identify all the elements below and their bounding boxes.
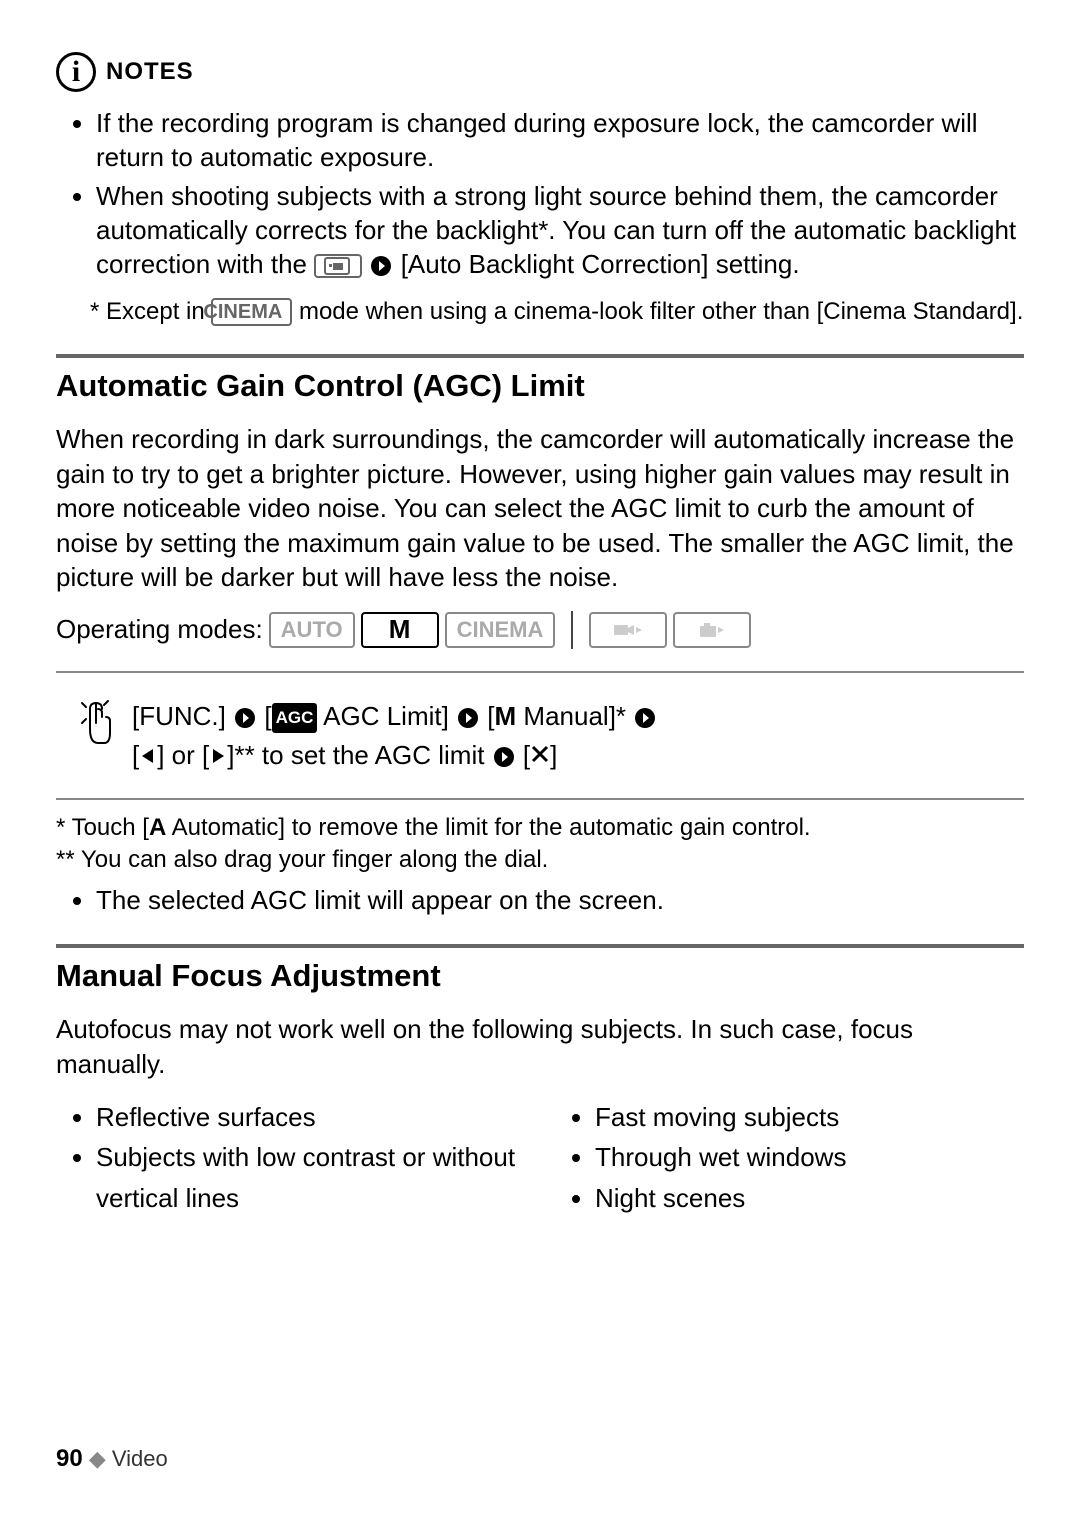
star-note-1: * Touch [A Automatic] to remove the limi…: [56, 812, 1024, 843]
focus-col2-item-0: Fast moving subjects: [595, 1097, 1024, 1137]
proc-or: ] or [: [157, 740, 209, 770]
focus-col2: Fast moving subjects Through wet windows…: [555, 1097, 1024, 1218]
proc-func: [FUNC.]: [132, 701, 226, 731]
arrow-right-icon: [492, 745, 516, 769]
operating-modes-row: Operating modes: AUTO M CINEMA: [56, 611, 1024, 649]
info-glyph: i: [72, 55, 80, 89]
proc-manual: Manual]*: [516, 701, 626, 731]
notes-list: If the recording program is changed duri…: [56, 106, 1024, 282]
procedure-content: [FUNC.] [AGC AGC Limit] [M Manual]* [] o…: [132, 697, 1004, 777]
section-divider-focus: [56, 944, 1024, 948]
agc-section-title: Automatic Gain Control (AGC) Limit: [56, 368, 1024, 404]
notes-footnote: * Except in CINEMA mode when using a cin…: [56, 296, 1024, 328]
touch-icon: [76, 697, 116, 777]
mode-auto: AUTO: [269, 612, 355, 648]
star-note-2: ** You can also drag your finger along t…: [56, 844, 1024, 875]
agc-procedure: [FUNC.] [AGC AGC Limit] [M Manual]* [] o…: [56, 671, 1024, 801]
focus-col2-item-1: Through wet windows: [595, 1137, 1024, 1177]
notes-header: i NOTES: [56, 52, 1024, 92]
focus-col1-item-0: Reflective surfaces: [96, 1097, 525, 1137]
mode-photo-play-icon: [673, 612, 751, 648]
focus-section-title: Manual Focus Adjustment: [56, 958, 1024, 994]
camera-settings-icon: [314, 254, 362, 278]
notes-label: NOTES: [106, 58, 194, 86]
star1-post: Automatic] to remove the limit for the a…: [166, 814, 810, 841]
arrow-right-icon: [369, 254, 393, 278]
close-x-icon: [530, 740, 550, 770]
focus-col1: Reflective surfaces Subjects with low co…: [56, 1097, 525, 1218]
mode-movie-play-icon: [589, 612, 667, 648]
mode-separator: [571, 611, 573, 649]
focus-col2-item-2: Night scenes: [595, 1178, 1024, 1218]
proc-tail: ]** to set the AGC limit: [227, 740, 491, 770]
footnote-trail: mode when using a cinema-look filter oth…: [299, 298, 1023, 325]
notes-item-2: When shooting subjects with a strong lig…: [96, 179, 1024, 282]
focus-col1-item-1: Subjects with low contrast or without ve…: [96, 1137, 525, 1218]
footer-diamond-icon: ◆: [89, 1446, 112, 1471]
page-number: 90: [56, 1445, 83, 1472]
agc-body: When recording in dark surroundings, the…: [56, 422, 1024, 595]
focus-body: Autofocus may not work well on the follo…: [56, 1012, 1024, 1081]
arrow-right-icon: [633, 706, 657, 730]
agc-result-list: The selected AGC limit will appear on th…: [56, 883, 1024, 918]
left-triangle-icon: [139, 737, 157, 776]
proc-agc-limit: AGC Limit]: [317, 701, 448, 731]
arrow-right-icon: [233, 706, 257, 730]
m-label: M: [495, 701, 517, 731]
page-footer: 90 ◆ Video: [56, 1445, 168, 1473]
mode-m: M: [361, 612, 439, 648]
star1-pre: * Touch [: [56, 814, 149, 841]
agc-star-notes: * Touch [A Automatic] to remove the limi…: [56, 812, 1024, 874]
footer-section: Video: [112, 1446, 168, 1471]
proc-close: ]: [550, 740, 557, 770]
notes-item-2-trail: [Auto Backlight Correction] setting.: [401, 249, 800, 279]
a-label: A: [149, 814, 166, 841]
right-triangle-icon: [209, 737, 227, 776]
manual-page: i NOTES If the recording program is chan…: [0, 0, 1080, 1521]
footnote-prefix: * Except in: [90, 298, 211, 325]
agc-result-note: The selected AGC limit will appear on th…: [96, 883, 1024, 918]
arrow-right-icon: [456, 706, 480, 730]
mode-cinema: CINEMA: [445, 612, 556, 648]
info-icon: i: [56, 52, 96, 92]
cinema-mode-icon: CINEMA: [211, 298, 292, 326]
operating-modes-label: Operating modes:: [56, 614, 263, 645]
section-divider-agc: [56, 354, 1024, 358]
agc-badge-icon: AGC: [272, 703, 318, 733]
notes-item-1: If the recording program is changed duri…: [96, 106, 1024, 175]
focus-subjects-columns: Reflective surfaces Subjects with low co…: [56, 1097, 1024, 1218]
